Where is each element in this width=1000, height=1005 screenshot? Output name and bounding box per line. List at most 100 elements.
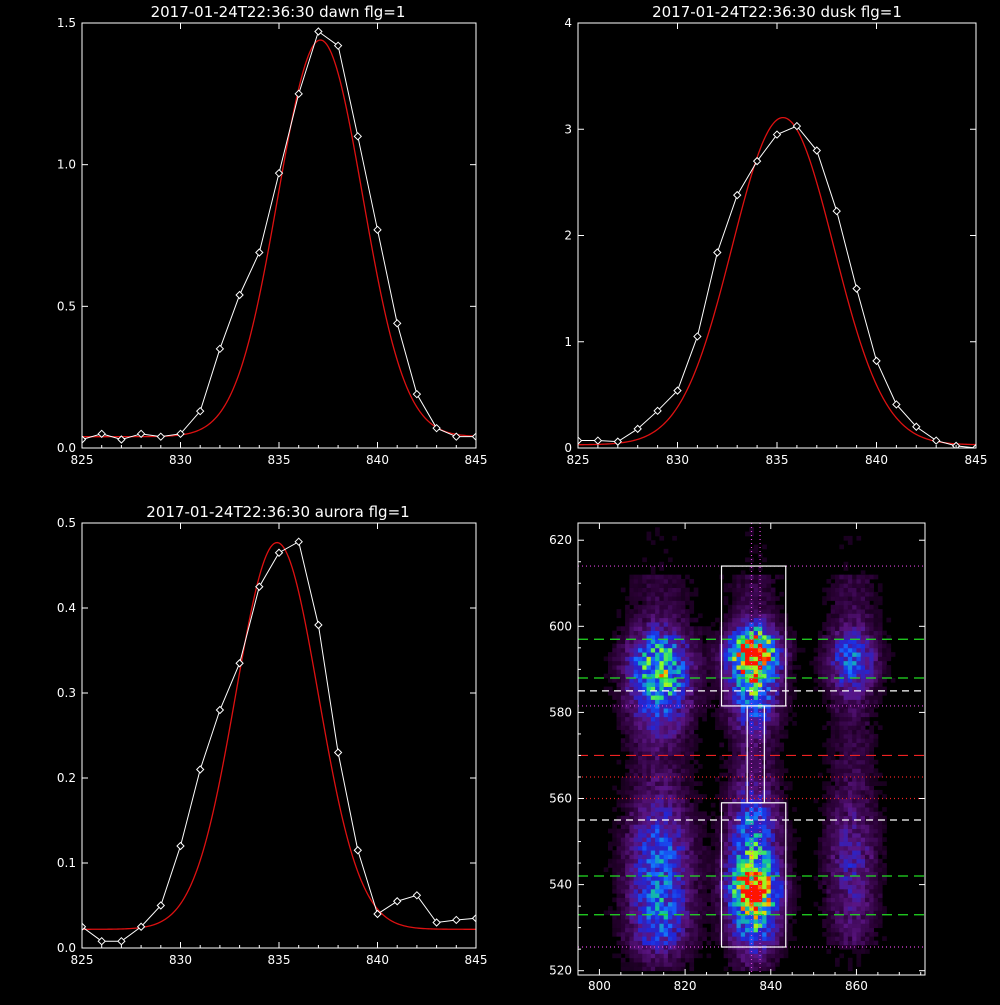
heatmap-cell (625, 690, 630, 696)
heatmap-cell (642, 949, 647, 954)
heatmap-cell (787, 820, 793, 825)
heatmap-cell (646, 893, 652, 898)
heatmap-cell (633, 622, 639, 627)
heatmap-cell (689, 919, 695, 924)
heatmap-cell (659, 798, 665, 804)
heatmap-cell (693, 652, 699, 657)
heatmap-cell (826, 845, 832, 851)
heatmap-cell (826, 811, 832, 817)
heatmap-cell (680, 776, 686, 782)
heatmap-cell (732, 802, 737, 808)
heatmap-cell (757, 587, 763, 593)
heatmap-cell (882, 660, 887, 666)
heatmap-cell (676, 617, 682, 623)
heatmap-cell (830, 609, 836, 614)
heatmap-cell (757, 850, 763, 855)
heatmap-cell (826, 587, 832, 593)
heatmap-cell (672, 682, 677, 687)
heatmap-cell (856, 712, 862, 718)
heatmap-cell (689, 768, 695, 774)
heatmap-cell (715, 634, 720, 640)
heatmap-cell (835, 931, 840, 937)
heatmap-cell (839, 772, 844, 778)
heatmap-cell (646, 867, 652, 873)
heatmap-cell (689, 845, 695, 851)
heatmap-cell (625, 807, 630, 812)
heatmap-cell (706, 845, 712, 851)
heatmap-cell (655, 966, 660, 972)
heatmap-cell (753, 699, 759, 705)
heatmap-cell (646, 794, 652, 799)
heatmap-cell (822, 811, 827, 817)
heatmap-cell (715, 695, 720, 700)
heatmap-cell (650, 927, 656, 933)
heatmap-cell (847, 686, 853, 692)
heatmap-cell (766, 742, 772, 748)
heatmap-cell (852, 893, 857, 898)
heatmap-cell (633, 755, 639, 761)
heatmap-cell (680, 622, 686, 627)
heatmap-cell (860, 755, 866, 761)
heatmap-cell (706, 660, 712, 666)
heatmap-cell (723, 875, 729, 881)
heatmap-cell (650, 845, 656, 851)
heatmap-cell (835, 914, 840, 920)
heatmap-cell (856, 759, 862, 765)
heatmap-cell (616, 867, 622, 873)
heatmap-cell (770, 901, 776, 907)
heatmap-cell (620, 888, 626, 894)
heatmap-cell (813, 665, 819, 670)
heatmap-xtick-label: 840 (759, 979, 782, 993)
heatmap-cell (745, 936, 750, 941)
heatmap-cell (792, 643, 797, 649)
heatmap-cell (873, 660, 879, 666)
heatmap-cell (877, 906, 883, 911)
heatmap-cell (646, 630, 652, 636)
heatmap-cell (775, 858, 780, 864)
heatmap-cell (736, 867, 742, 873)
heatmap-cell (715, 884, 720, 890)
heatmap-cell (740, 781, 746, 786)
heatmap-cell (757, 858, 763, 864)
heatmap-cell (650, 699, 656, 705)
heatmap-cell (762, 677, 767, 683)
heatmap-cell (835, 768, 840, 774)
heatmap-cell (856, 634, 862, 640)
heatmap-cell (736, 863, 742, 868)
heatmap-cell (616, 888, 622, 894)
heatmap-cell (873, 781, 879, 786)
heatmap-cell (813, 660, 819, 666)
heatmap-cell (865, 794, 870, 799)
heatmap-cell (852, 682, 857, 687)
heatmap-cell (826, 630, 832, 636)
heatmap-cell (663, 802, 669, 808)
heatmap-cell (826, 880, 832, 885)
heatmap-cell (689, 940, 695, 946)
heatmap-cell (620, 712, 626, 718)
heatmap-cell (702, 910, 707, 916)
heatmap-cell (672, 919, 677, 924)
heatmap-cell (629, 914, 635, 920)
heatmap-cell (625, 910, 630, 916)
heatmap-cell (732, 888, 737, 894)
heatmap-cell (727, 919, 733, 924)
heatmap-cell (637, 613, 643, 619)
heatmap-cell (727, 893, 733, 898)
heatmap-cell (792, 901, 797, 907)
heatmap-cell (886, 634, 892, 640)
heatmap-cell (693, 798, 699, 804)
heatmap-cell (852, 854, 857, 860)
heatmap-cell (835, 690, 840, 696)
heatmap-cell (685, 733, 690, 739)
heatmap-cell (702, 867, 707, 873)
heatmap-cell (775, 626, 780, 632)
heatmap-cell (689, 781, 695, 786)
dawn-data-point (136, 429, 146, 439)
heatmap-cell (672, 609, 677, 614)
heatmap-cell (740, 863, 746, 868)
heatmap-cell (667, 647, 673, 653)
heatmap-cell (740, 613, 746, 619)
heatmap-cell (860, 811, 866, 817)
heatmap-cell (680, 815, 686, 821)
heatmap-cell (612, 807, 617, 812)
